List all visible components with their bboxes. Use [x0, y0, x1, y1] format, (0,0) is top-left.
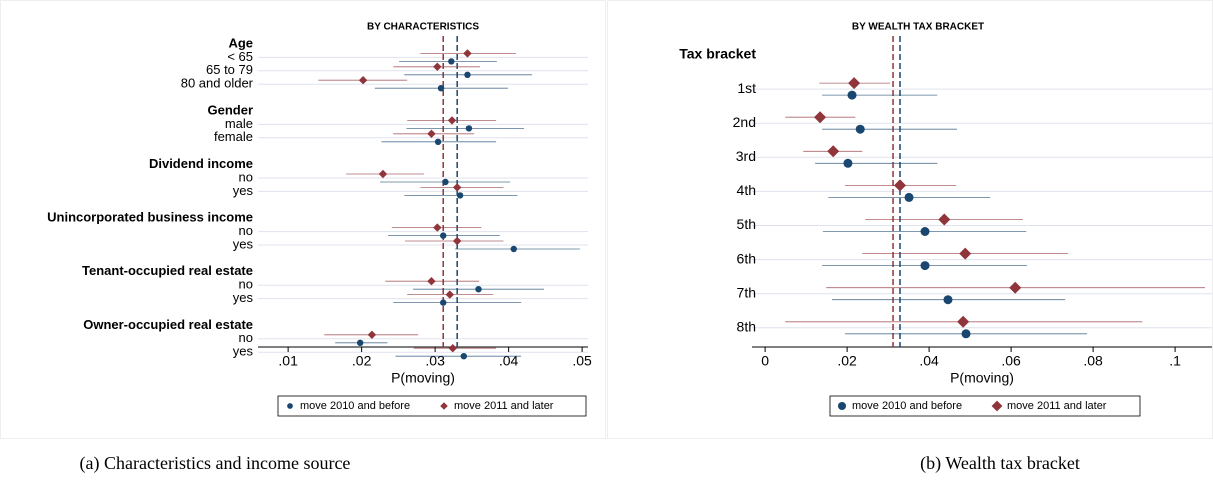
row-label: 65 to 79 [206, 62, 253, 77]
point [442, 178, 449, 186]
point [367, 330, 377, 339]
row-label: yes [233, 236, 254, 251]
point [433, 62, 442, 71]
point [904, 192, 914, 202]
group-header: Unincorporated business income [47, 210, 253, 225]
x-axis-label: P(moving) [391, 370, 455, 386]
point [452, 236, 462, 246]
row-label: male [225, 116, 253, 131]
chart-title: BY WEALTH TAX BRACKET [852, 22, 984, 33]
point [440, 232, 447, 239]
point [440, 299, 447, 306]
point [827, 145, 840, 158]
row-label: yes [233, 183, 254, 198]
point [448, 344, 457, 353]
row-label: 80 and older [181, 76, 254, 91]
point [957, 315, 970, 328]
point [447, 116, 457, 125]
point [378, 169, 388, 179]
row-label: 7th [737, 284, 756, 300]
legend-label: move 2011 and later [1007, 400, 1107, 412]
row-label: yes [233, 290, 254, 305]
row-label: 4th [737, 182, 756, 198]
row-label: < 65 [227, 49, 253, 64]
row-label: no [239, 330, 253, 345]
panel-frame [0, 0, 606, 439]
row-label: no [239, 223, 253, 238]
point [456, 192, 464, 199]
point [475, 286, 482, 293]
row-label: 6th [737, 250, 756, 266]
row-label: no [239, 277, 253, 292]
point [437, 85, 445, 92]
group-header: Owner-occupied real estate [83, 317, 253, 332]
legend-marker [837, 401, 847, 411]
row-label: 1st [737, 80, 756, 96]
point [814, 111, 827, 124]
point [848, 77, 861, 90]
point [427, 277, 436, 286]
x-tick-label: .03 [425, 353, 445, 369]
point [356, 339, 364, 346]
legend-marker [440, 402, 448, 410]
point [510, 245, 517, 253]
point [445, 290, 455, 299]
group-header: Tenant-occupied real estate [82, 263, 253, 278]
x-tick-label: .05 [572, 353, 592, 369]
group-header: Age [228, 35, 253, 50]
x-tick-label: .1 [1169, 353, 1181, 369]
point [938, 213, 951, 226]
group-header: Tax bracket [679, 46, 756, 62]
legend-marker [287, 403, 293, 409]
x-tick-label: .02 [352, 353, 372, 369]
point [920, 227, 930, 236]
caption: (b) Wealth tax bracket [920, 453, 1080, 474]
x-tick-label: .01 [278, 353, 298, 369]
point [358, 76, 368, 85]
x-tick-label: .02 [837, 353, 857, 369]
point [427, 129, 436, 138]
legend-label: move 2010 and before [852, 400, 962, 412]
row-label: yes [233, 344, 254, 359]
x-tick-label: .04 [919, 353, 939, 369]
point [452, 183, 462, 192]
point [843, 158, 853, 168]
point [464, 71, 471, 79]
point [463, 49, 472, 58]
legend-box [829, 395, 1141, 417]
point [943, 295, 953, 305]
point [460, 353, 467, 360]
point [920, 261, 930, 271]
row-label: 5th [737, 216, 756, 232]
point [855, 124, 865, 134]
point [1009, 281, 1022, 294]
row-label: 3rd [736, 148, 756, 164]
legend-label: move 2010 and before [300, 400, 410, 412]
caption: (a) Characteristics and income source [80, 453, 351, 474]
row-label: female [214, 129, 253, 144]
group-header: Dividend income [149, 156, 253, 171]
x-tick-label: 0 [761, 353, 769, 369]
row-label: no [239, 169, 253, 184]
x-axis-label: P(moving) [950, 370, 1014, 386]
x-tick-label: .08 [1083, 353, 1103, 369]
point [448, 58, 455, 65]
legend-marker [991, 400, 1003, 412]
point [894, 179, 907, 192]
point [434, 138, 442, 145]
x-tick-label: .06 [1001, 353, 1021, 369]
point [959, 247, 972, 260]
x-tick-label: .04 [499, 353, 519, 369]
legend-label: move 2011 and later [454, 400, 554, 412]
chart-title: BY CHARACTERISTICS [367, 22, 479, 33]
row-label: 8th [737, 319, 756, 335]
group-header: Gender [207, 102, 253, 117]
point [847, 90, 857, 100]
row-label: 2nd [733, 114, 756, 130]
point [961, 329, 971, 339]
legend-box [277, 395, 587, 417]
point [465, 125, 473, 132]
point [433, 223, 442, 232]
